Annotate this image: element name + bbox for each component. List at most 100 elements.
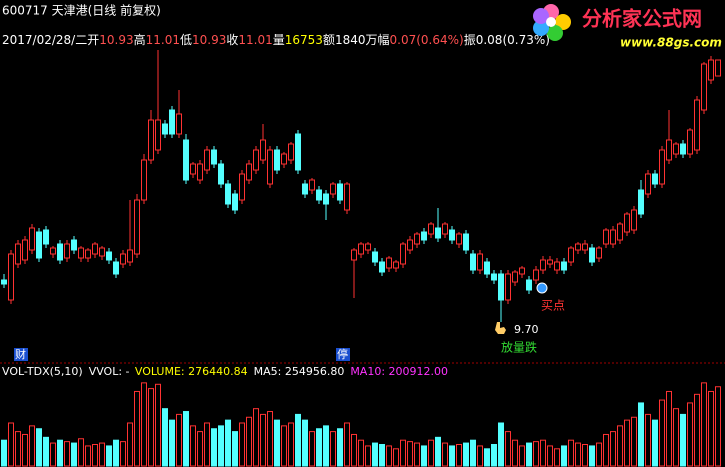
volume-bar: [414, 442, 420, 467]
volume-bar: [631, 416, 637, 467]
volume-bar: [218, 425, 224, 467]
candle-body: [652, 173, 658, 185]
volume-bar: [141, 382, 147, 467]
candle-body: [99, 247, 105, 257]
candle-body: [386, 257, 392, 269]
volume-bar: [309, 431, 315, 467]
volume-bar: [190, 425, 196, 467]
candle-body: [176, 113, 182, 135]
candle-body: [106, 251, 112, 261]
candle-body: [589, 247, 595, 263]
candle-body: [484, 261, 490, 275]
volume-bar: [330, 431, 336, 467]
candle-body: [526, 279, 532, 291]
volume-bar: [253, 408, 259, 467]
volume-bar: [225, 419, 231, 467]
volume-bar: [603, 433, 609, 467]
logo-name: 分析家公式网: [582, 7, 702, 31]
volume-bar: [484, 448, 490, 467]
candle-body: [631, 209, 637, 231]
info-item: 10.93: [99, 33, 133, 47]
candle-body: [225, 183, 231, 205]
candle-body: [414, 233, 420, 245]
candle-body: [603, 229, 609, 245]
candle-body: [239, 173, 245, 201]
candle-body: [120, 253, 126, 265]
volume-bar: [554, 448, 560, 467]
candle-body: [309, 179, 315, 191]
volume-bar: [379, 444, 385, 467]
candle-body: [197, 163, 203, 181]
info-item: 量: [273, 33, 285, 47]
volume-bar: [176, 413, 182, 467]
candle-body: [575, 243, 581, 251]
volume-bar: [92, 444, 98, 467]
candle-body: [190, 163, 196, 175]
candle-body: [232, 193, 238, 211]
candle-body: [162, 123, 168, 135]
candle-body: [323, 193, 329, 205]
volume-bar: [134, 390, 140, 467]
volume-bar: [526, 442, 532, 467]
volume-bar: [701, 382, 707, 467]
volume-bar: [456, 444, 462, 467]
info-item: 低: [180, 33, 192, 47]
volume-bar: [505, 431, 511, 467]
info-item: MA10: 200912.00: [350, 365, 448, 378]
candle-body: [358, 243, 364, 255]
volume-bar: [57, 439, 63, 467]
candle-body: [330, 183, 336, 195]
candle-body: [71, 239, 77, 251]
candle-body: [85, 249, 91, 259]
candle-body: [337, 183, 343, 201]
candle-body: [435, 227, 441, 239]
buy-label: 买点: [541, 299, 565, 313]
candle-body: [407, 239, 413, 251]
candle-body: [715, 59, 721, 77]
candle-body: [1, 279, 7, 285]
logo-petal: [555, 14, 571, 30]
candle-body: [372, 251, 378, 263]
volume-bar: [120, 441, 126, 467]
volume-bar: [540, 439, 546, 467]
info-item: 2017/02/28/二: [2, 33, 87, 47]
candle-body: [477, 253, 483, 271]
candle-body: [134, 199, 140, 255]
volume-bar: [232, 431, 238, 467]
logo: 分析家公式网 www.88gs.com: [533, 4, 722, 50]
volume-bar: [659, 399, 665, 467]
volume-bar: [491, 444, 497, 467]
info-item: 振: [464, 33, 476, 47]
volume-bar: [288, 422, 294, 467]
candle-body: [281, 153, 287, 165]
candle-body: [456, 233, 462, 245]
low-label: 9.70: [514, 323, 539, 336]
logo-petal: [547, 25, 563, 41]
volume-bar: [568, 439, 574, 467]
volume-bar: [421, 445, 427, 467]
candle-body: [169, 109, 175, 135]
volume-bar: [274, 419, 280, 467]
volume-bar: [561, 445, 567, 467]
volume-bar: [127, 422, 133, 467]
candle-body: [421, 231, 427, 241]
logo-petal: [533, 8, 549, 24]
candle-body: [288, 143, 294, 161]
candle-body: [351, 249, 357, 261]
candle-body: [442, 223, 448, 235]
volume-bar: [204, 422, 210, 467]
candle-body: [127, 249, 133, 263]
volume-bar: [239, 422, 245, 467]
candle-body: [260, 139, 266, 161]
candle-body: [463, 233, 469, 251]
candle-body: [449, 229, 455, 241]
hand-icon: [495, 322, 506, 334]
candle-body: [365, 243, 371, 251]
candle-body: [673, 143, 679, 155]
volume-bar: [393, 448, 399, 467]
info-item: 1840万: [335, 33, 378, 47]
volume-bar: [470, 439, 476, 467]
logo-center: [546, 17, 556, 27]
volume-bar: [78, 438, 84, 467]
